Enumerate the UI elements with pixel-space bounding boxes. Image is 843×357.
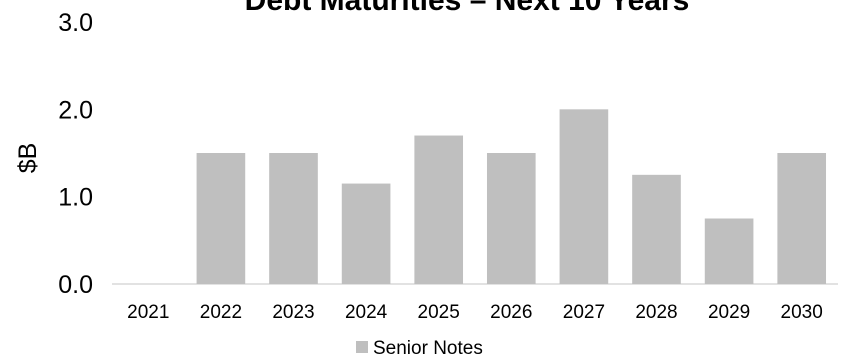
x-tick-label: 2022 xyxy=(200,302,242,323)
legend-label: Senior Notes xyxy=(373,338,483,357)
bar-2030 xyxy=(777,153,827,284)
legend: Senior Notes xyxy=(356,338,483,357)
x-tick-label: 2021 xyxy=(127,302,169,323)
x-tick-label: 2028 xyxy=(635,302,677,323)
x-tick-label: 2023 xyxy=(272,302,314,323)
chart-title: Debt Maturities – Next 10 Years xyxy=(245,0,690,17)
y-axis-ticks: 0.0 1.0 2.0 3.0 xyxy=(58,9,93,299)
legend-swatch xyxy=(356,341,368,353)
x-tick-label: 2026 xyxy=(490,302,532,323)
x-tick-label: 2027 xyxy=(563,302,605,323)
x-tick-label: 2024 xyxy=(345,302,388,323)
y-tick-label: 0.0 xyxy=(58,271,93,299)
x-tick-label: 2030 xyxy=(781,302,823,323)
bar-2028 xyxy=(632,174,681,284)
y-tick-label: 2.0 xyxy=(58,96,93,124)
bar-2022 xyxy=(196,153,246,284)
bar-2027 xyxy=(559,109,609,284)
bar-2024 xyxy=(341,183,391,284)
x-tick-label: 2025 xyxy=(418,302,460,323)
bar-2026 xyxy=(486,153,536,284)
y-axis-label: $B xyxy=(14,143,42,174)
bar-2023 xyxy=(269,153,318,284)
bar-2029 xyxy=(704,218,754,284)
y-tick-label: 3.0 xyxy=(58,9,93,37)
bar-2025 xyxy=(414,135,464,284)
bar-series xyxy=(196,109,827,284)
x-axis-ticks: 2021 2022 2023 2024 2025 2026 2027 2028 2029 2030 xyxy=(127,302,823,323)
y-tick-label: 1.0 xyxy=(58,184,93,212)
x-tick-label: 2029 xyxy=(708,302,750,323)
